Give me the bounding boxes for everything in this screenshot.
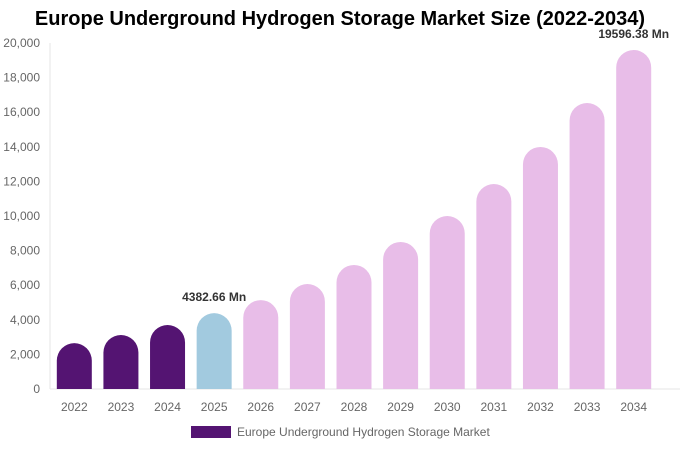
x-tick-label: 2026 bbox=[247, 400, 274, 414]
y-tick-label: 8,000 bbox=[10, 244, 40, 258]
x-tick-label: 2032 bbox=[527, 400, 554, 414]
y-tick-label: 6,000 bbox=[10, 278, 40, 292]
bar-2031 bbox=[476, 183, 512, 389]
bar-2024 bbox=[150, 324, 186, 389]
x-tick-label: 2031 bbox=[480, 400, 507, 414]
data-label: 19596.38 Mn bbox=[598, 27, 669, 41]
x-tick-label: 2025 bbox=[201, 400, 228, 414]
bar-2028 bbox=[336, 264, 372, 389]
y-tick-label: 4,000 bbox=[10, 313, 40, 327]
legend[interactable]: Europe Underground Hydrogen Storage Mark… bbox=[191, 425, 490, 439]
x-tick-label: 2034 bbox=[620, 400, 647, 414]
bar-2032 bbox=[522, 146, 558, 389]
y-tick-label: 2,000 bbox=[10, 347, 40, 361]
y-tick-label: 14,000 bbox=[3, 140, 40, 154]
legend-label: Europe Underground Hydrogen Storage Mark… bbox=[237, 425, 490, 439]
x-tick-label: 2022 bbox=[61, 400, 88, 414]
x-tick-label: 2023 bbox=[108, 400, 135, 414]
x-tick-label: 2030 bbox=[434, 400, 461, 414]
data-label: 4382.66 Mn bbox=[182, 290, 246, 304]
y-tick-label: 20,000 bbox=[3, 36, 40, 50]
bar-2022 bbox=[56, 343, 92, 389]
x-tick-label: 2024 bbox=[154, 400, 181, 414]
y-tick-label: 18,000 bbox=[3, 71, 40, 85]
x-tick-label: 2029 bbox=[387, 400, 414, 414]
x-tick-label: 2033 bbox=[574, 400, 601, 414]
bar-2030 bbox=[429, 216, 465, 389]
bar-2026 bbox=[243, 300, 279, 389]
y-tick-label: 16,000 bbox=[3, 105, 40, 119]
bar-2029 bbox=[383, 241, 419, 389]
y-tick-label: 0 bbox=[33, 382, 40, 396]
bar-2033 bbox=[569, 103, 605, 389]
bar-2034 bbox=[616, 49, 652, 389]
y-tick-label: 12,000 bbox=[3, 174, 40, 188]
x-tick-label: 2028 bbox=[341, 400, 368, 414]
chart-title: Europe Underground Hydrogen Storage Mark… bbox=[34, 8, 646, 30]
legend-swatch bbox=[191, 426, 231, 438]
bar-2025 bbox=[196, 313, 232, 389]
x-tick-label: 2027 bbox=[294, 400, 321, 414]
bar-2027 bbox=[289, 283, 325, 389]
y-tick-label: 10,000 bbox=[3, 209, 40, 223]
bar-2023 bbox=[103, 335, 139, 389]
